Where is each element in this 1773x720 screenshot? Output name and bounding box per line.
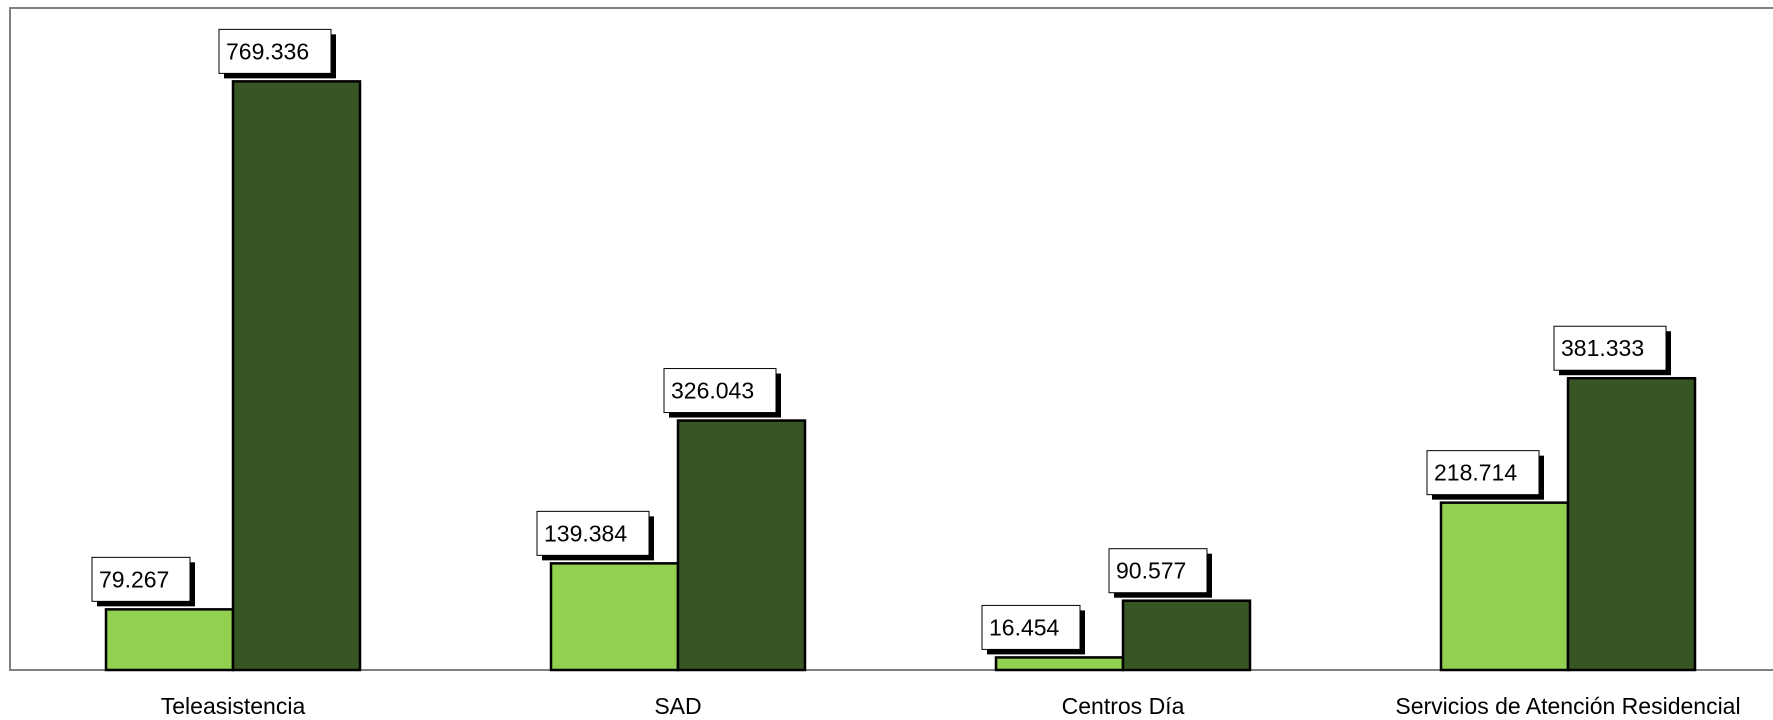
data-label-box [536, 510, 650, 556]
data-label-box [1108, 548, 1208, 594]
bar-dark-0 [231, 80, 362, 672]
data-label-box [981, 604, 1081, 650]
x-tick-label: SAD [654, 693, 701, 719]
data-label: 218.714 [1434, 460, 1517, 486]
data-label-box [1426, 450, 1540, 496]
data-label: 79.267 [99, 566, 169, 592]
x-tick-label: Teleasistencia [161, 693, 306, 719]
bar-light-2 [994, 656, 1125, 672]
data-label: 90.577 [1116, 558, 1186, 584]
x-tick-label: Servicios de Atención Residencial [1395, 693, 1740, 719]
bar-light-3 [1439, 501, 1570, 672]
data-label-box [1553, 325, 1667, 371]
data-label: 326.043 [671, 378, 754, 404]
bar-dark-3 [1566, 376, 1697, 672]
bar-dark-1 [676, 419, 807, 672]
data-label-box [663, 368, 777, 414]
data-label: 381.333 [1561, 335, 1644, 361]
data-label-box [91, 556, 191, 602]
bar-light-0 [104, 608, 235, 672]
x-tick-label: Centros Día [1062, 693, 1185, 719]
data-label: 139.384 [544, 520, 627, 546]
bar-light-1 [549, 562, 680, 672]
data-label-box [218, 28, 332, 74]
bar-dark-2 [1121, 599, 1252, 672]
data-label: 16.454 [989, 614, 1060, 640]
data-label: 769.336 [226, 38, 309, 64]
